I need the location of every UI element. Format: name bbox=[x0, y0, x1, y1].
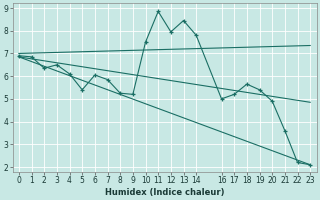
X-axis label: Humidex (Indice chaleur): Humidex (Indice chaleur) bbox=[105, 188, 224, 197]
